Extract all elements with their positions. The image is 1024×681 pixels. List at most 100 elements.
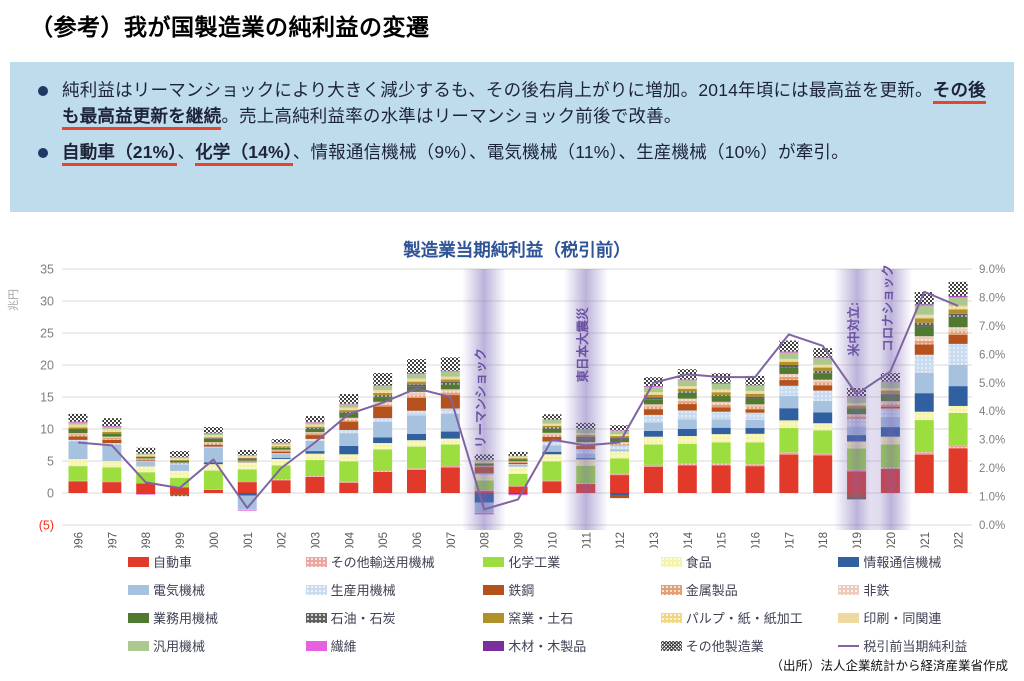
svg-text:2018: 2018 <box>818 532 830 548</box>
svg-text:3.0%: 3.0% <box>979 435 1005 447</box>
bar-stack-2002 <box>271 439 291 493</box>
svg-text:2003: 2003 <box>310 532 322 548</box>
legend-item: 電気機械 <box>128 580 306 599</box>
svg-text:5: 5 <box>47 455 54 469</box>
event-label-2008: リーマンショック <box>474 348 488 448</box>
legend-label: 情報通信機械 <box>863 555 942 570</box>
legend-label: 生産用機械 <box>330 583 396 598</box>
svg-text:2022: 2022 <box>954 532 966 548</box>
legend-color-swatch <box>838 556 860 567</box>
event-band-2011 <box>564 269 608 530</box>
svg-text:2000: 2000 <box>209 532 221 548</box>
legend-label: 非鉄 <box>863 583 890 598</box>
svg-text:1997: 1997 <box>107 532 119 548</box>
legend-item: 鉄鋼 <box>483 580 661 599</box>
svg-text:10: 10 <box>40 423 54 437</box>
legend-item: 木材・木製品 <box>483 636 661 655</box>
bar-stack-2021 <box>914 292 934 493</box>
legend-label: 業務用機械 <box>153 611 219 626</box>
legend-color-swatch <box>660 556 682 567</box>
legend-label: 繊維 <box>330 639 357 654</box>
legend-label: 税引前当期純利益 <box>863 639 968 654</box>
legend-item: 汎用機械 <box>128 636 306 655</box>
legend-item: 石油・石炭 <box>305 608 484 627</box>
svg-text:6.0%: 6.0% <box>979 349 1005 361</box>
svg-text:8.0%: 8.0% <box>979 292 1005 304</box>
event-label-2020: コロナショック <box>881 264 895 352</box>
bar-stack-2018 <box>813 348 833 493</box>
bullet-text: 自動車（21%）、化学（14%）、情報通信機械（9%）、電気機械（11%）、生産… <box>62 139 849 166</box>
svg-text:0.0%: 0.0% <box>979 520 1005 532</box>
legend-item: 窯業・土石 <box>483 608 661 627</box>
bullet-item-1: 純利益はリーマンショックにより大きく減少するも、その後右肩上がりに増加。2014… <box>32 77 992 131</box>
legend-label: 木材・木製品 <box>508 639 587 654</box>
svg-text:2012: 2012 <box>615 532 627 548</box>
svg-text:2013: 2013 <box>649 532 661 548</box>
svg-text:2021: 2021 <box>920 532 932 548</box>
legend-color-swatch <box>660 584 682 595</box>
bullet-dot-icon <box>38 86 48 96</box>
source-note: （出所）法人企業統計から経済産業省作成 <box>770 659 1008 673</box>
svg-text:2.0%: 2.0% <box>979 463 1005 475</box>
y-axis-left: 35 30 25 20 15 10 5 0 (5) 兆円 <box>7 263 54 533</box>
legend-color-swatch <box>483 640 505 651</box>
chart-svg: 製造業当期純利益（税引前）35302520151050(5)兆円9.0%8.0%… <box>7 240 1005 548</box>
legend-color-swatch <box>305 640 327 651</box>
event-band-2008 <box>462 269 506 530</box>
bar-stack-2004 <box>339 394 359 493</box>
legend-label: 自動車 <box>153 555 193 570</box>
legend-item: 非鉄 <box>838 580 1016 599</box>
legend-item: 繊維 <box>305 636 484 655</box>
legend-color-swatch <box>305 556 327 567</box>
chart-title: 製造業当期純利益（税引前） <box>402 240 631 260</box>
svg-text:2011: 2011 <box>581 532 593 548</box>
legend-line-swatch <box>838 644 860 647</box>
svg-text:2019: 2019 <box>852 532 864 548</box>
legend-label: 印刷・同関連 <box>863 611 942 626</box>
legend-label: パルプ・紙・紙加工 <box>685 611 803 626</box>
page-title: （参考）我が国製造業の純利益の変遷 <box>30 14 430 40</box>
bar-stack-2014 <box>677 369 697 493</box>
legend-item: その他輸送用機械 <box>305 552 484 571</box>
legend-item: 化学工業 <box>483 552 661 571</box>
bar-stack-2000 <box>203 427 223 493</box>
svg-text:2001: 2001 <box>243 532 255 548</box>
svg-text:2009: 2009 <box>514 532 526 548</box>
legend-color-swatch <box>838 612 860 623</box>
x-axis-labels: 1996 1997 1998 1999 2000 2001 2002 2003 2004 2005… <box>74 531 966 548</box>
bullet-dot-icon <box>38 147 48 158</box>
legend-item: 金属製品 <box>660 580 839 599</box>
bar-stack-1998 <box>136 447 156 495</box>
y-axis-right: 9.0% 8.0% 7.0% 6.0% 5.0% 4.0% 3.0% 2.0% 1.0% 0.0% <box>979 264 1005 532</box>
svg-text:7.0%: 7.0% <box>979 321 1005 333</box>
legend-color-swatch <box>128 640 149 651</box>
bar-stack-2012 <box>610 425 630 499</box>
svg-text:1998: 1998 <box>141 532 153 548</box>
legend-label: その他製造業 <box>685 639 764 654</box>
svg-text:2008: 2008 <box>480 532 492 548</box>
bar-stack-2015 <box>711 373 731 493</box>
legend-color-swatch <box>305 612 327 623</box>
bar-stack-2006 <box>407 359 426 493</box>
legend-color-swatch <box>128 584 149 595</box>
legend-color-swatch <box>483 612 505 623</box>
legend-item: 自動車 <box>128 552 306 571</box>
svg-text:15: 15 <box>40 391 54 405</box>
legend-color-swatch <box>483 584 505 595</box>
legend-label: 電気機械 <box>153 583 206 598</box>
svg-text:2005: 2005 <box>378 532 390 548</box>
svg-text:2006: 2006 <box>412 532 424 548</box>
legend-label: 窯業・土石 <box>508 611 574 626</box>
svg-text:5.0%: 5.0% <box>979 378 1005 390</box>
svg-text:35: 35 <box>40 263 54 277</box>
legend-color-swatch <box>660 612 682 623</box>
legend-item: パルプ・紙・紙加工 <box>660 608 839 627</box>
svg-text:1999: 1999 <box>175 532 187 548</box>
svg-text:2002: 2002 <box>277 532 289 548</box>
legend-color-swatch <box>305 584 327 595</box>
legend-item: 印刷・同関連 <box>838 608 1016 627</box>
svg-text:30: 30 <box>40 295 54 309</box>
bar-stack-2010 <box>542 414 562 493</box>
svg-text:1996: 1996 <box>74 532 86 548</box>
